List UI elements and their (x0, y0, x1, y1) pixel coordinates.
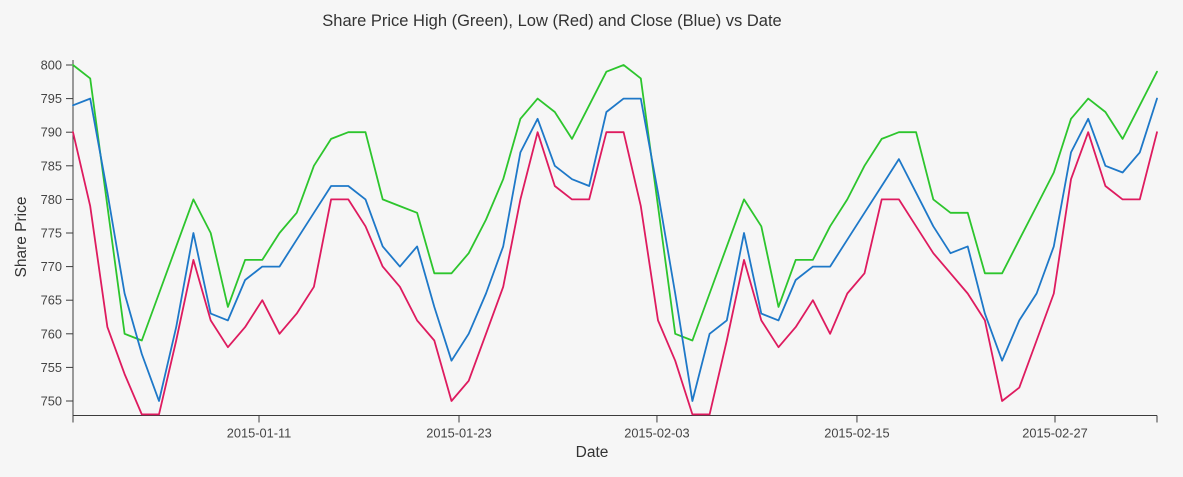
series-line-close (72, 97, 1158, 402)
y-tick-label: 785 (41, 158, 62, 173)
x-axis-ticks: 2015-01-11 2015-01-23 2015-02-03 2015-02-15… (72, 415, 1158, 441)
series-line-high (72, 64, 1158, 342)
y-axis-title: Share Price (13, 197, 30, 278)
y-tick-label: 790 (41, 125, 62, 140)
series-line-low (72, 131, 1158, 416)
y-tick-label: 795 (41, 91, 62, 106)
axis-lines (72, 60, 1157, 416)
y-tick-label: 775 (41, 226, 62, 241)
x-tick-label: 2015-02-27 (1022, 426, 1087, 441)
y-tick-label: 780 (41, 192, 62, 207)
x-tick-label: 2015-02-03 (624, 426, 689, 441)
y-tick-label: 750 (41, 394, 62, 409)
y-tick-label: 755 (41, 360, 62, 375)
y-tick-label: 760 (41, 326, 62, 341)
y-tick-label: 765 (41, 293, 62, 308)
x-tick-label: 2015-01-23 (426, 426, 491, 441)
series-lines (72, 64, 1158, 416)
chart-title: Share Price High (Green), Low (Red) and … (322, 12, 781, 30)
x-axis-title: Date (576, 444, 609, 461)
x-tick-label: 2015-01-11 (227, 426, 292, 441)
y-tick-label: 770 (41, 259, 62, 274)
y-tick-label: 800 (41, 58, 62, 73)
y-axis-ticks: 800 795 790 785 780 775 770 765 760 755 750 (41, 58, 73, 409)
x-tick-label: 2015-02-15 (824, 426, 889, 441)
